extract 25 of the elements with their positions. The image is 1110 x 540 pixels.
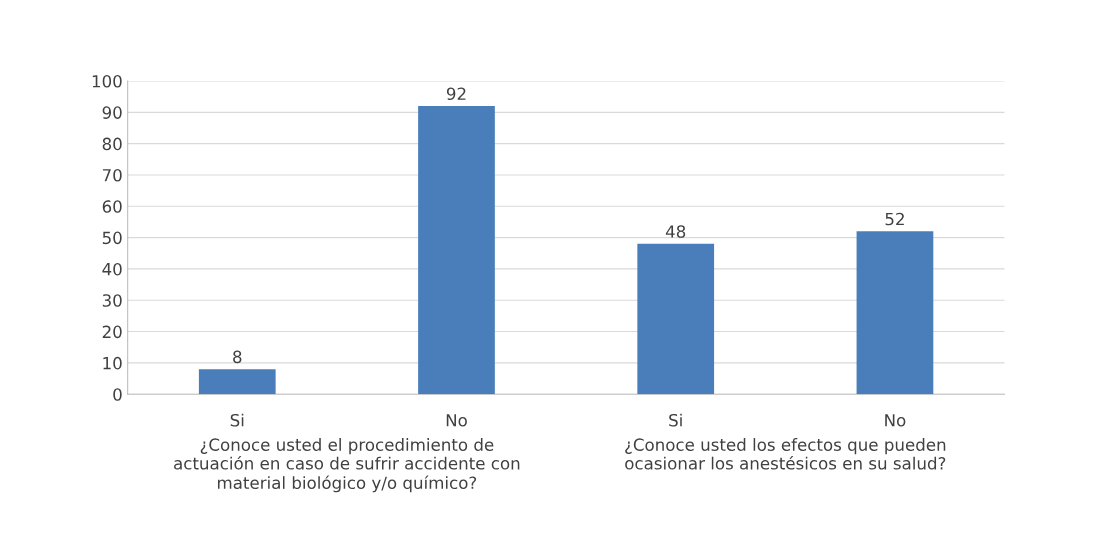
- bar: [637, 243, 715, 395]
- y-tick-label: 90: [102, 106, 122, 119]
- y-tick-label: 40: [102, 262, 122, 276]
- y-tick-label: 70: [102, 168, 122, 182]
- bar: [198, 369, 276, 395]
- data-label: 92: [446, 87, 466, 101]
- x-tick-label: Si: [669, 413, 682, 427]
- y-tick-label: 50: [102, 231, 122, 245]
- bar: [856, 231, 934, 395]
- x-tick-label: No: [885, 414, 906, 427]
- y-tick-label: 30: [102, 294, 122, 307]
- x-tick-label: Si: [230, 413, 244, 427]
- y-tick-label: 100: [92, 74, 122, 88]
- bar: [418, 106, 495, 395]
- data-label: 8: [233, 350, 242, 364]
- x-tick-label: No: [446, 414, 467, 427]
- y-tick-label: 20: [102, 325, 122, 339]
- y-tick-label: 60: [102, 200, 122, 213]
- y-tick-label: 80: [102, 137, 122, 151]
- y-tick-label: 10: [103, 356, 122, 370]
- data-label: 52: [885, 212, 904, 226]
- text: ¿Conoce usted los efectos que pueden ocasionar los anestésicos en su salud?: [625, 438, 946, 470]
- y-tick-label: 0: [113, 388, 122, 401]
- text: ¿Conoce usted el procedimiento de actuación en caso de sufrir accidente con material biológico y/o químico?: [174, 438, 520, 493]
- data-label: 48: [665, 225, 686, 238]
